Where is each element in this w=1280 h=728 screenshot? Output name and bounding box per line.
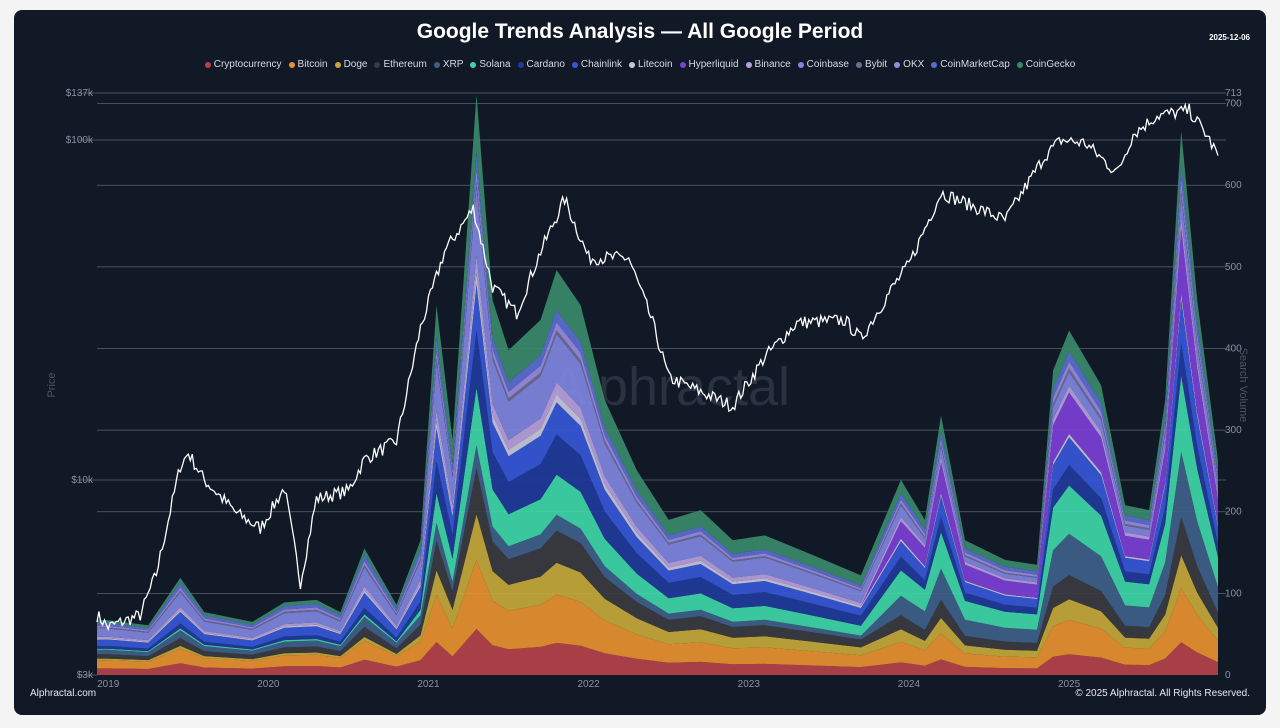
legend-swatch <box>797 61 804 68</box>
legend-swatch <box>894 61 901 68</box>
right-tick-label: 0 <box>1225 670 1231 681</box>
legend-item-solana[interactable]: Solana <box>470 59 511 70</box>
right-tick-label: 200 <box>1225 507 1242 518</box>
legend-label: OKX <box>903 59 925 70</box>
x-tick-label: 2022 <box>578 679 601 690</box>
legend-swatch <box>745 61 752 68</box>
area-cardano <box>97 330 1218 652</box>
legend-swatch <box>571 61 578 68</box>
legend-label: Cardano <box>526 59 565 70</box>
right-tick-label: 400 <box>1225 343 1242 354</box>
left-axis-title: Price <box>46 372 58 397</box>
area-cryptocurrency <box>97 629 1218 675</box>
legend-label: Chainlink <box>580 59 623 70</box>
legend-item-xrp[interactable]: XRP <box>433 59 464 70</box>
x-tick-label: 2019 <box>97 679 120 690</box>
legend-item-bitcoin[interactable]: Bitcoin <box>288 59 328 70</box>
legend-label: CoinGecko <box>1025 59 1076 70</box>
legend-label: CoinMarketCap <box>940 59 1010 70</box>
legend-swatch <box>334 61 341 68</box>
left-tick-label: $137k <box>66 88 94 99</box>
legend-item-chainlink[interactable]: Chainlink <box>571 59 623 70</box>
legend-item-coinmarketcap[interactable]: CoinMarketCap <box>931 59 1010 70</box>
right-tick-label: 713 <box>1225 88 1242 99</box>
legend-item-hyperliquid[interactable]: Hyperliquid <box>679 59 739 70</box>
x-tick-label: 2023 <box>738 679 761 690</box>
legend-swatch <box>470 61 477 68</box>
legend-label: Solana <box>479 59 511 70</box>
legend-swatch <box>517 61 524 68</box>
legend-label: Cryptocurrency <box>213 59 282 70</box>
footer-copyright: © 2025 Alphractal. All Rights Reserved. <box>1075 688 1250 699</box>
area-xrp <box>97 445 1218 657</box>
legend-swatch <box>288 61 295 68</box>
left-tick-label: $3k <box>77 670 94 681</box>
legend-label: Coinbase <box>806 59 849 70</box>
area-ethereum <box>97 468 1218 661</box>
right-axis-title: Search Volume <box>1237 348 1249 423</box>
legend-swatch <box>1016 61 1023 68</box>
chart-date: 2025-12-06 <box>1209 33 1250 42</box>
right-tick-label: 500 <box>1225 262 1242 273</box>
legend-label: Binance <box>754 59 791 70</box>
left-tick-label: $10k <box>71 475 94 486</box>
area-doge <box>97 514 1218 662</box>
legend: Cryptocurrency Bitcoin Doge Ethereum XRP Sola… <box>0 59 1280 70</box>
right-tick-label: 300 <box>1225 425 1242 436</box>
legend-label: Litecoin <box>638 59 673 70</box>
legend-swatch <box>204 61 211 68</box>
right-tick-label: 600 <box>1225 180 1242 191</box>
legend-item-ethereum[interactable]: Ethereum <box>374 59 427 70</box>
legend-item-bybit[interactable]: Bybit <box>855 59 888 70</box>
footer-brand: Alphractal.com <box>30 688 97 699</box>
legend-label: Bitcoin <box>297 59 328 70</box>
legend-item-cryptocurrency[interactable]: Cryptocurrency <box>204 59 282 70</box>
legend-item-cardano[interactable]: Cardano <box>517 59 565 70</box>
area-solana <box>97 375 1218 653</box>
left-tick-label: $100k <box>66 135 94 146</box>
legend-swatch <box>629 61 636 68</box>
legend-label: XRP <box>442 59 464 70</box>
legend-swatch <box>433 61 440 68</box>
legend-item-litecoin[interactable]: Litecoin <box>629 59 673 70</box>
legend-label: Ethereum <box>383 59 427 70</box>
right-tick-label: 700 <box>1225 99 1242 110</box>
legend-item-okx[interactable]: OKX <box>894 59 924 70</box>
legend-swatch <box>855 61 862 68</box>
legend-item-coingecko[interactable]: CoinGecko <box>1016 59 1076 70</box>
x-tick-label: 2020 <box>257 679 280 690</box>
legend-item-coinbase[interactable]: Coinbase <box>797 59 849 70</box>
legend-label: Hyperliquid <box>688 59 739 70</box>
legend-item-binance[interactable]: Binance <box>745 59 791 70</box>
x-tick-label: 2021 <box>417 679 440 690</box>
legend-label: Doge <box>343 59 368 70</box>
legend-swatch <box>679 61 686 68</box>
x-tick-label: 2025 <box>1058 679 1081 690</box>
x-tick-label: 2024 <box>898 679 921 690</box>
area-coinbase <box>97 186 1218 641</box>
btc-price-line <box>96 102 1219 632</box>
legend-item-doge[interactable]: Doge <box>334 59 368 70</box>
legend-label: Bybit <box>864 59 888 70</box>
right-tick-label: 100 <box>1225 588 1242 599</box>
legend-swatch <box>374 61 381 68</box>
area-bitcoin <box>97 560 1218 669</box>
legend-swatch <box>931 61 938 68</box>
chart-title: Google Trends Analysis — All Google Peri… <box>416 20 864 43</box>
